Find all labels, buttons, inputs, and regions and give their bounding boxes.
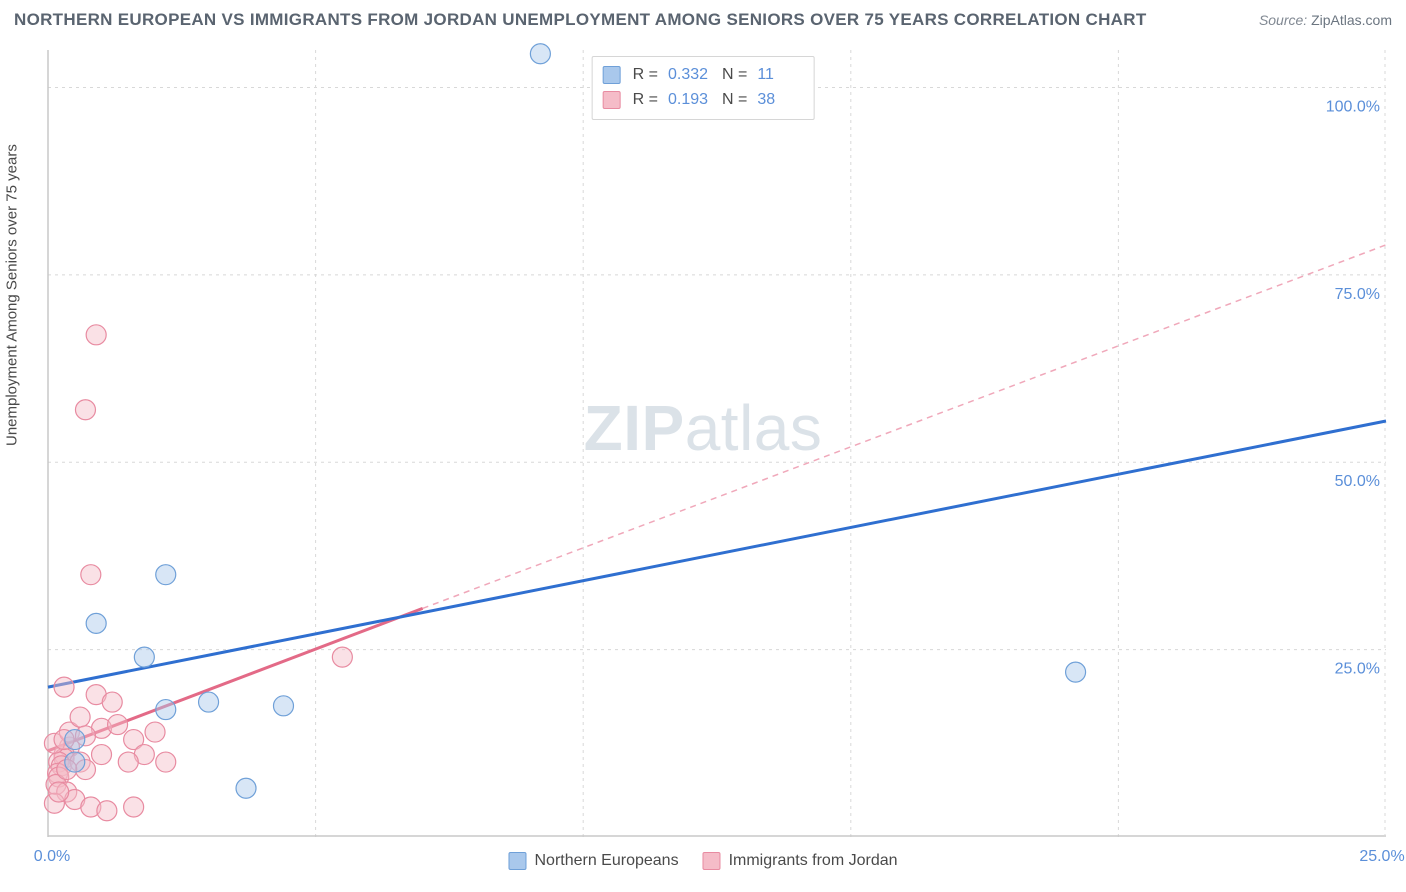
- legend-series: Northern Europeans Immigrants from Jorda…: [508, 852, 897, 870]
- legend-stats-box: R = 0.332 N = 11 R = 0.193 N = 38: [592, 56, 815, 120]
- legend-stats-row-a: R = 0.332 N = 11: [603, 63, 800, 88]
- legend-swatch-series-b: [703, 852, 721, 870]
- r-label-a: R =: [633, 63, 658, 88]
- legend-swatch-b: [603, 91, 621, 109]
- r-label-b: R =: [633, 88, 658, 113]
- r-value-a: 0.332: [668, 63, 710, 88]
- svg-text:25.0%: 25.0%: [1359, 848, 1404, 865]
- legend-swatch-a: [603, 66, 621, 84]
- legend-item-a: Northern Europeans: [508, 852, 678, 870]
- r-value-b: 0.193: [668, 88, 710, 113]
- svg-text:25.0%: 25.0%: [1335, 661, 1380, 678]
- legend-stats-row-b: R = 0.193 N = 38: [603, 88, 800, 113]
- n-label-a: N =: [722, 63, 747, 88]
- legend-item-b: Immigrants from Jordan: [703, 852, 898, 870]
- legend-label-a: Northern Europeans: [534, 852, 678, 870]
- svg-text:0.0%: 0.0%: [34, 848, 70, 865]
- scatter-chart-svg: 25.0%50.0%75.0%100.0%0.0%25.0%: [48, 50, 1386, 837]
- legend-swatch-series-a: [508, 852, 526, 870]
- legend-label-b: Immigrants from Jordan: [729, 852, 898, 870]
- n-value-b: 38: [757, 88, 799, 113]
- header: NORTHERN EUROPEAN VS IMMIGRANTS FROM JOR…: [14, 10, 1392, 30]
- chart-plot-area: 25.0%50.0%75.0%100.0%0.0%25.0%: [48, 50, 1386, 837]
- svg-text:100.0%: 100.0%: [1326, 98, 1380, 115]
- n-value-a: 11: [757, 63, 799, 88]
- source-label: Source:: [1259, 12, 1307, 28]
- svg-text:75.0%: 75.0%: [1335, 286, 1380, 303]
- y-axis-label: Unemployment Among Seniors over 75 years: [4, 144, 21, 446]
- source-name: ZipAtlas.com: [1311, 12, 1392, 28]
- svg-text:50.0%: 50.0%: [1335, 473, 1380, 490]
- chart-title: NORTHERN EUROPEAN VS IMMIGRANTS FROM JOR…: [14, 10, 1147, 30]
- n-label-b: N =: [722, 88, 747, 113]
- source-attribution: Source: ZipAtlas.com: [1259, 12, 1392, 28]
